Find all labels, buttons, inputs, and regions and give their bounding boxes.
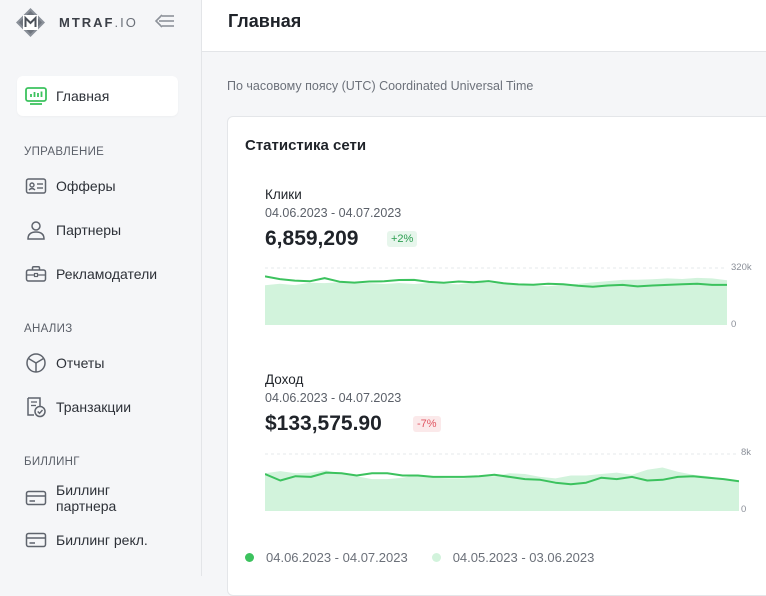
brand-name: MTRAF.IO xyxy=(59,14,138,30)
sidebar-item-label: Транзакции xyxy=(56,399,132,415)
sidebar: MTRAF.IO Главная УПРАВЛЕНИЕ xyxy=(0,0,202,576)
section-title-analysis: АНАЛИЗ xyxy=(24,323,73,335)
network-stats-card: Статистика сети Клики 04.06.2023 - 04.07… xyxy=(227,116,766,596)
timezone-note: По часовому поясу (UTC) Coordinated Univ… xyxy=(227,79,534,93)
legend-dot-previous xyxy=(431,553,441,562)
series-previous-area xyxy=(265,277,727,325)
series-current-line xyxy=(265,275,727,288)
credit-card-icon xyxy=(25,529,47,551)
sidebar-item-label: Офферы xyxy=(56,178,116,194)
income-range: 04.06.2023 - 04.07.2023 xyxy=(265,391,402,405)
receipt-check-icon xyxy=(25,396,47,418)
collapse-sidebar-icon[interactable] xyxy=(154,12,176,30)
sidebar-item-label: Рекламодатели xyxy=(56,266,158,282)
briefcase-icon xyxy=(25,263,47,285)
income-change-badge: -7% xyxy=(413,416,441,432)
id-card-icon xyxy=(25,175,47,197)
legend-dot-current xyxy=(245,553,254,562)
income-axis-bottom: 0 xyxy=(741,504,747,515)
sidebar-item-offers[interactable]: Офферы xyxy=(17,166,178,206)
income-label: Доход xyxy=(265,372,304,387)
pie-chart-icon xyxy=(25,352,47,374)
sidebar-item-advertisers[interactable]: Рекламодатели xyxy=(17,254,178,294)
dashboard-icon xyxy=(25,85,47,107)
page-title: Главная xyxy=(228,11,302,31)
sidebar-item-partners[interactable]: Партнеры xyxy=(17,210,178,250)
section-title-management: УПРАВЛЕНИЕ xyxy=(24,146,105,158)
legend-label-current: 04.06.2023 - 04.07.2023 xyxy=(266,550,408,565)
section-title-billing: БИЛЛИНГ xyxy=(24,456,80,468)
clicks-axis-top: 320k xyxy=(731,262,752,273)
sidebar-item-label: Партнеры xyxy=(56,222,122,238)
sidebar-item-label: Биллинг партнера xyxy=(56,482,117,514)
sidebar-item-partner-billing[interactable]: Биллинг партнера xyxy=(17,476,178,520)
clicks-value: 6,859,209 xyxy=(265,227,359,250)
sidebar-item-reports[interactable]: Отчеты xyxy=(17,343,178,383)
sidebar-item-advertiser-billing[interactable]: Биллинг рекл. xyxy=(17,520,178,560)
brand[interactable]: MTRAF.IO xyxy=(16,6,138,38)
sidebar-item-label: Главная xyxy=(56,88,110,104)
income-value: $133,575.90 xyxy=(265,412,382,435)
series-current-line xyxy=(265,471,739,486)
clicks-range: 04.06.2023 - 04.07.2023 xyxy=(265,206,402,220)
sidebar-item-label: Биллинг рекл. xyxy=(56,532,148,548)
topbar: Главная xyxy=(202,0,766,52)
legend-label-previous: 04.05.2023 - 03.06.2023 xyxy=(452,550,595,565)
legend-item-previous[interactable]: 04.05.2023 - 03.06.2023 xyxy=(431,550,595,565)
sidebar-item-home[interactable]: Главная xyxy=(17,76,178,116)
chart-legend: 04.06.2023 - 04.07.2023 04.05.2023 - 03.… xyxy=(245,550,618,565)
mtraf-logo xyxy=(16,7,45,37)
income-chart xyxy=(265,453,739,511)
clicks-chart xyxy=(265,267,727,325)
card-title: Статистика сети xyxy=(245,137,367,154)
credit-card-icon xyxy=(25,487,47,509)
sidebar-item-transactions[interactable]: Транзакции xyxy=(17,387,178,427)
legend-item-current[interactable]: 04.06.2023 - 04.07.2023 xyxy=(245,550,408,565)
income-axis-top: 8k xyxy=(741,447,752,458)
sidebar-item-label: Отчеты xyxy=(56,355,105,371)
clicks-change-badge: +2% xyxy=(387,231,418,247)
clicks-axis-bottom: 0 xyxy=(731,319,737,330)
user-icon xyxy=(25,219,47,241)
clicks-label: Клики xyxy=(265,187,302,202)
